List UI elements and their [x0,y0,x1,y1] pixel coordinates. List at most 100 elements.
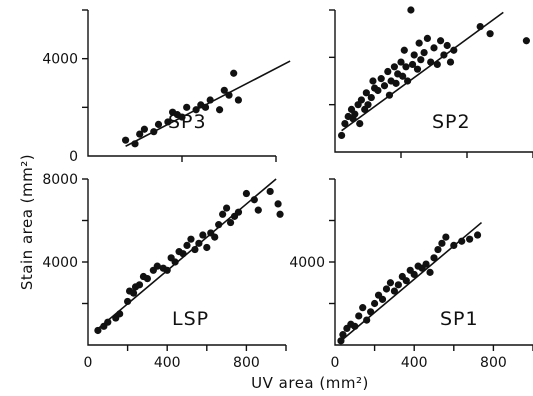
lsp-x-tick-label: 0 [84,355,93,371]
lsp-data-point [183,241,191,249]
sp2-data-point [443,41,451,50]
sp1-x-tick-label: 400 [401,355,428,371]
sp3-data-point [183,103,191,111]
panel-lsp: 4000 8000 0 400 800 LSP [42,172,287,371]
lsp-data-point [250,196,258,204]
lsp-data-point [143,275,151,283]
sp3-y-tick-label: 4000 [42,52,78,68]
sp2-data-point [430,44,438,52]
sp2-data-point [415,39,423,47]
lsp-data-point [187,235,195,243]
lsp-y-tick-label: 4000 [42,255,78,271]
sp2-data-point [427,58,435,66]
sp2-data-point [410,51,418,59]
sp2-data-point [450,46,458,54]
sp3-panel-label: SP3 [168,111,207,133]
lsp-data-point [266,187,274,196]
lsp-data-point [254,206,262,214]
lsp-data-point [223,204,231,212]
lsp-y-tick-label: 8000 [42,172,78,188]
sp2-data-point [402,63,410,71]
sp1-x-tick-label: 0 [331,355,340,371]
sp1-data-point [337,337,345,345]
sp2-data-point [369,77,377,85]
sp3-data-point [230,69,238,77]
sp1-data-point [434,245,442,254]
lsp-data-point [215,221,223,229]
sp1-data-point [355,312,363,320]
sp1-x-tick-label: 800 [480,355,507,371]
lsp-data-point [153,262,161,270]
sp1-data-point [422,260,430,268]
sp1-data-point [339,331,347,339]
sp1-data-point [410,270,418,279]
sp2-data-point [420,49,428,57]
sp2-data-point [413,65,422,73]
sp3-data-point [225,91,233,99]
lsp-data-point [94,326,102,335]
sp2-data-point [437,37,445,45]
sp3-fit-line [125,60,291,147]
sp1-data-point [473,231,482,239]
x-axis-title: UV area (mm²) [251,374,369,392]
lsp-data-point [234,208,243,216]
sp2-data-point [408,60,417,69]
lsp-data-point [116,310,124,318]
sp3-y-tick-label: 0 [69,149,78,165]
sp3-data-point [234,96,242,104]
sp1-panel-label: SP1 [440,308,479,330]
sp3-data-point [150,128,158,136]
sp2-data-point [380,82,389,90]
sp1-data-point [359,304,367,312]
lsp-data-point [203,243,211,252]
sp2-data-point [522,37,531,45]
sp3-data-point [164,118,172,126]
sp2-data-point [351,110,359,118]
lsp-data-point [171,258,179,266]
sp1-data-point [367,308,375,316]
lsp-data-point [129,289,138,297]
sp2-data-point [384,67,392,76]
sp1-data-point [426,268,434,276]
lsp-data-point [276,210,284,218]
sp2-data-point [362,89,370,97]
sp1-data-point [442,233,450,241]
panel-sp1: 4000 0 400 800 SP1 [289,178,533,371]
y-axis-title: Stain area (mm²) [18,154,36,290]
lsp-data-point [104,318,112,326]
sp2-data-point [433,60,441,69]
sp2-data-point [404,77,412,85]
sp2-data-point [377,75,385,83]
sp2-data-point [399,72,407,80]
lsp-data-point [219,210,227,218]
sp1-data-point [430,254,438,262]
sp1-y-tick-label: 4000 [289,255,325,271]
panel-sp3: 0 4000 SP3 [42,9,291,165]
lsp-data-point [191,245,199,254]
sp2-data-point [392,79,400,87]
sp1-data-point [458,237,466,245]
sp1-data-point [378,295,387,303]
sp2-data-point [338,131,346,140]
sp1-axes [334,179,533,346]
lsp-data-point [274,200,282,208]
sp3-data-point [154,120,163,128]
sp2-data-point [407,6,415,14]
sp3-data-point [122,136,130,144]
sp2-data-point [417,56,425,64]
lsp-data-point [124,297,132,306]
sp2-data-point [390,63,398,71]
sp2-data-point [446,58,455,66]
sp1-data-point [390,287,398,295]
lsp-data-point [199,231,207,239]
sp2-fit-line [341,11,504,132]
sp2-data-point [385,91,394,99]
sp1-data-point [450,241,458,249]
panel-sp2: SP2 [329,6,533,158]
lsp-data-point [242,189,250,198]
sp1-data-point [351,322,359,330]
sp1-data-point [466,235,474,243]
sp3-data-point [178,113,186,121]
sp3-data-point [206,96,214,104]
